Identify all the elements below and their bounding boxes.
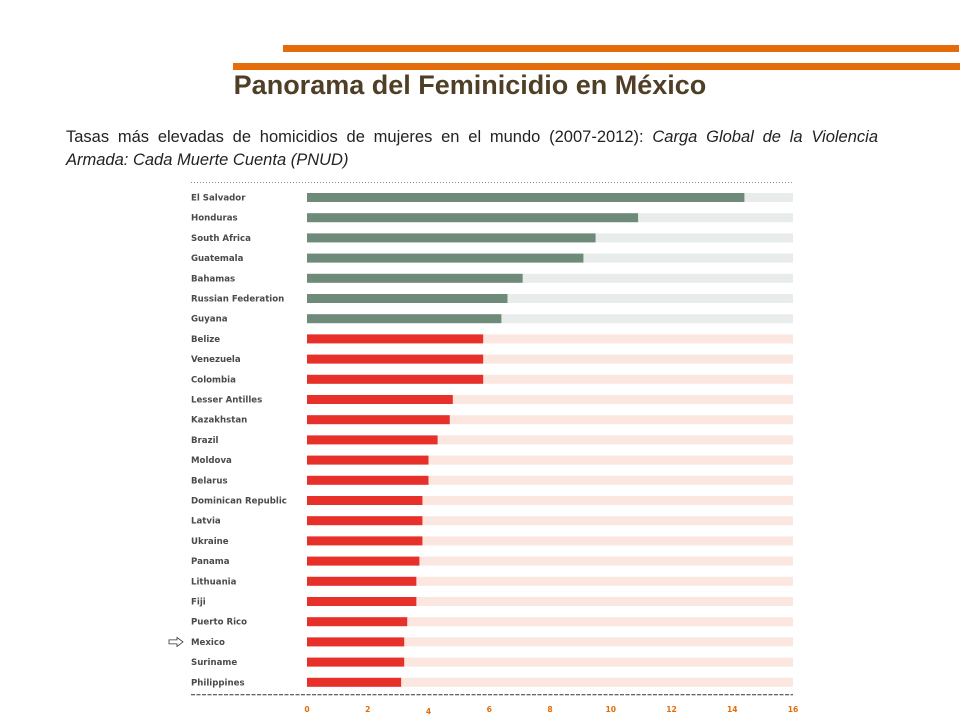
- bar-track-russian-federation: [307, 294, 793, 303]
- category-label-honduras: Honduras: [191, 214, 238, 224]
- category-label-moldova: Moldova: [191, 456, 232, 466]
- bar-brazil: [307, 435, 438, 445]
- bar-track-belarus: [307, 475, 793, 485]
- slide-subtitle: Tasas más elevadas de homicidios de muje…: [66, 126, 878, 172]
- bar-belize: [307, 334, 484, 344]
- category-label-lesser-antilles: Lesser Antilles: [191, 396, 262, 406]
- top-accent-bar: [283, 45, 959, 52]
- bar-latvia: [307, 516, 423, 526]
- category-label-venezuela: Venezuela: [191, 355, 241, 365]
- bar-track-colombia: [307, 374, 793, 384]
- bar-track-lithuania: [307, 576, 793, 586]
- bar-lesser-antilles: [307, 395, 453, 404]
- bar-track-puerto-rico: [307, 617, 793, 627]
- bar-puerto-rico: [307, 617, 408, 627]
- bar-track-kazakhstan: [307, 415, 793, 425]
- category-label-fiji: Fiji: [191, 598, 206, 608]
- bar-track-dominican-republic: [307, 496, 793, 505]
- category-label-brazil: Brazil: [191, 436, 219, 446]
- category-label-guatemala: Guatemala: [191, 254, 244, 264]
- bar-fiji: [307, 597, 417, 606]
- bar-el-salvador: [307, 193, 745, 202]
- bar-belarus: [307, 475, 429, 485]
- subtitle-plain: Tasas más elevadas de homicidios de muje…: [66, 128, 653, 146]
- bar-bahamas: [307, 273, 523, 283]
- category-label-dominican-republic: Dominican Republic: [191, 497, 287, 507]
- x-tick-label: 12: [666, 705, 677, 714]
- subtitle-source: Carga Global de la Violencia Armada: Cad…: [66, 128, 879, 169]
- bar-philippines: [307, 677, 402, 687]
- bar-track-latvia: [307, 516, 793, 526]
- category-label-panama: Panama: [191, 557, 230, 567]
- category-label-belarus: Belarus: [191, 476, 228, 486]
- category-label-russian-federation: Russian Federation: [191, 295, 284, 305]
- category-label-mexico: Mexico: [191, 638, 225, 648]
- category-label-suriname: Suriname: [191, 658, 237, 668]
- slide-title: Panorama del Feminicidio en México: [233, 70, 707, 100]
- x-tick-label: 2: [365, 705, 370, 714]
- category-label-colombia: Colombia: [191, 375, 236, 385]
- bar-track-brazil: [307, 435, 793, 445]
- category-label-lithuania: Lithuania: [191, 577, 237, 587]
- x-tick-label: 16: [788, 705, 799, 714]
- x-tick-label: 8: [547, 705, 552, 714]
- x-tick-label: 4: [426, 707, 431, 716]
- category-label-south-africa: South Africa: [191, 234, 251, 244]
- bar-kazakhstan: [307, 415, 450, 425]
- bar-dominican-republic: [307, 496, 423, 505]
- bar-track-lesser-antilles: [307, 395, 793, 404]
- category-label-ukraine: Ukraine: [191, 537, 229, 547]
- x-tick-label: 14: [727, 705, 738, 714]
- highlight-arrow-icon: [168, 636, 184, 648]
- bar-lithuania: [307, 576, 417, 586]
- bar-south-africa: [307, 233, 596, 243]
- bar-russian-federation: [307, 294, 508, 303]
- category-label-kazakhstan: Kazakhstan: [191, 416, 247, 426]
- category-label-puerto-rico: Puerto Rico: [191, 618, 247, 628]
- bar-moldova: [307, 455, 429, 465]
- bar-guatemala: [307, 253, 584, 263]
- bar-track-guyana: [307, 314, 793, 324]
- bar-track-philippines: [307, 677, 793, 687]
- bar-track-fiji: [307, 597, 793, 606]
- bar-track-panama: [307, 556, 793, 566]
- bar-mexico: [307, 637, 405, 647]
- category-label-belize: Belize: [191, 335, 220, 345]
- bar-track-suriname: [307, 657, 793, 667]
- bar-honduras: [307, 213, 639, 223]
- category-label-latvia: Latvia: [191, 517, 221, 527]
- bottom-accent-bar: [233, 63, 960, 70]
- bar-ukraine: [307, 536, 423, 546]
- bar-track-venezuela: [307, 354, 793, 364]
- category-label-el-salvador: El Salvador: [191, 194, 246, 204]
- x-tick-label: 10: [605, 705, 616, 714]
- bar-track-bahamas: [307, 273, 793, 283]
- bar-track-mexico: [307, 637, 793, 647]
- bar-track-belize: [307, 334, 793, 344]
- bar-guyana: [307, 314, 502, 324]
- category-label-guyana: Guyana: [191, 315, 228, 325]
- bar-venezuela: [307, 354, 484, 364]
- x-tick-label: 6: [487, 705, 492, 714]
- bar-colombia: [307, 374, 484, 384]
- category-label-philippines: Philippines: [191, 678, 245, 688]
- bar-track-moldova: [307, 455, 793, 465]
- bar-panama: [307, 556, 420, 566]
- category-label-bahamas: Bahamas: [191, 274, 235, 284]
- bar-suriname: [307, 657, 405, 667]
- x-tick-label: 0: [304, 705, 309, 714]
- bar-track-ukraine: [307, 536, 793, 546]
